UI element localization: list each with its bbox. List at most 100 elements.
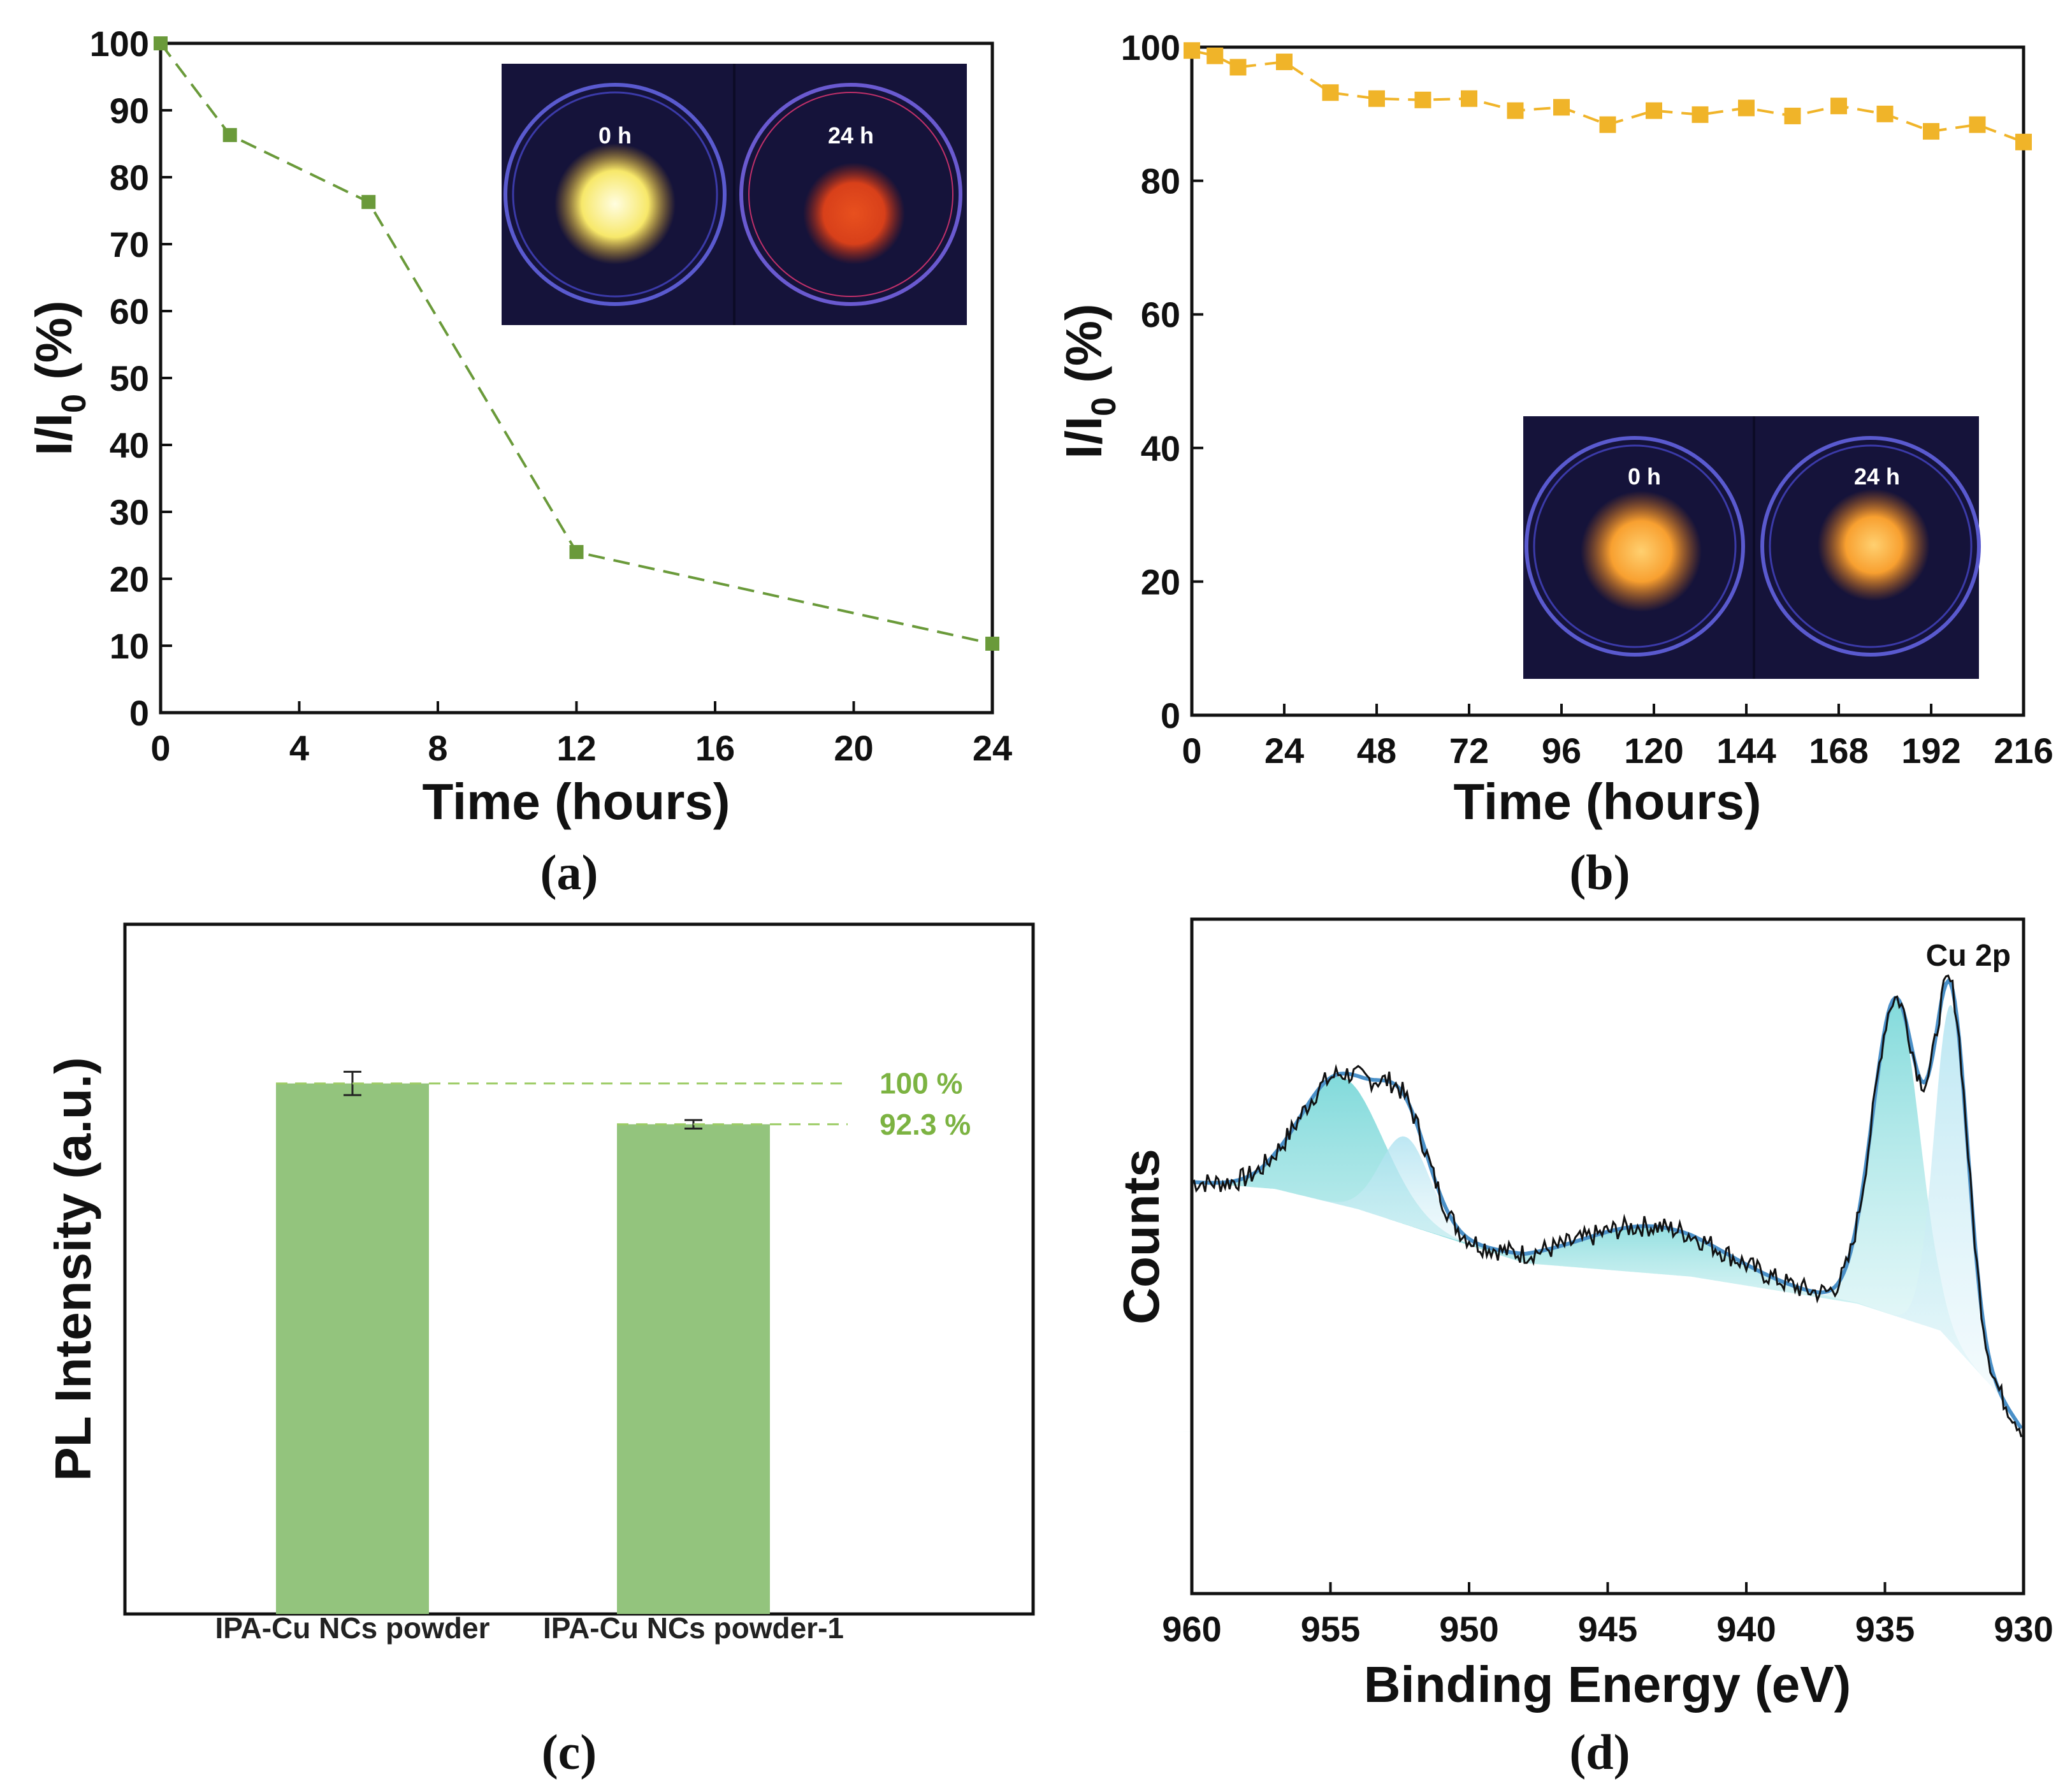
panel-label-a: (a) [540, 845, 598, 900]
series-b-point [1276, 54, 1293, 71]
x-tick-label: 96 [1542, 730, 1581, 771]
percent-annotation: 100 % [880, 1067, 962, 1100]
powder-glow [1581, 491, 1702, 612]
peak-component-fill [1885, 1005, 2018, 1424]
x-tick-label: 950 [1439, 1609, 1498, 1649]
panel-c: 100 % IPA-Cu NCs powder 92.3 % IPA-Cu NCs p… [45, 922, 1035, 1780]
series-b-point [1692, 106, 1709, 123]
peak-component-fill [1802, 999, 1990, 1386]
x-tick-label: 24 [1264, 730, 1304, 771]
bar [617, 1124, 770, 1614]
x-tick-label: 144 [1716, 730, 1776, 771]
x-tick-label: 12 [556, 728, 596, 768]
category-label: IPA-Cu NCs powder [215, 1611, 489, 1645]
raw-spectrum-line [1191, 974, 2022, 1437]
y-axis-label-d: Counts [1113, 1149, 1170, 1325]
x-tick-label: 48 [1357, 730, 1396, 771]
inset-photo-a: 0 h 24 h [502, 64, 967, 325]
x-tick-label: 955 [1301, 1609, 1360, 1649]
y-tick-label: 10 [110, 626, 149, 666]
series-b-point [1206, 47, 1224, 64]
axis-ticks-b: 0 24 48 72 96 120 144 168 192 216 0 20 40 60 80 100 [1121, 27, 2054, 771]
plot-frame-b [1190, 45, 2025, 717]
series-b-point [1229, 59, 1247, 76]
y-tick-label: 90 [110, 91, 149, 131]
series-b-point [1646, 102, 1662, 119]
powder-glow [803, 163, 905, 265]
x-tick-label: 945 [1578, 1609, 1637, 1649]
x-axis-label-d: Binding Energy (eV) [1364, 1656, 1851, 1713]
series-b-point [1414, 91, 1431, 108]
panel-b: 0 h 24 h 0 24 48 72 96 120 144 168 192 216 0 20 40 60… [1055, 27, 2054, 900]
series-a-point [985, 636, 999, 651]
y-tick-label: 20 [110, 559, 149, 599]
series-b-point [1784, 107, 1801, 124]
powder-glow [1818, 489, 1930, 601]
panel-label-d: (d) [1569, 1724, 1630, 1780]
powder-glow [554, 143, 676, 265]
y-tick-label: 100 [1121, 27, 1180, 68]
series-b-point [1599, 116, 1616, 133]
y-tick-label: 20 [1141, 562, 1180, 602]
y-axis-label-c: PL Intensity (a.u.) [45, 1057, 101, 1481]
x-tick-label: 72 [1449, 730, 1489, 771]
x-tick-label: 20 [834, 728, 873, 768]
y-axis-label-b: I/I0 (%) [1055, 303, 1123, 458]
y-tick-label: 80 [1141, 161, 1180, 201]
peak-component-fill [1305, 1136, 1505, 1257]
series-b-point [1830, 98, 1847, 115]
x-tick-label: 24 [973, 728, 1012, 768]
series-b-point [2015, 133, 2032, 150]
y-tick-label: 100 [90, 24, 149, 64]
petri-dish [504, 83, 727, 306]
x-tick-label: 168 [1809, 730, 1868, 771]
bar [276, 1083, 429, 1614]
petri-dish [1760, 436, 1981, 657]
inset-photo-b: 0 h 24 h [1523, 416, 1981, 679]
series-a [154, 36, 999, 651]
inset-label-0h: 0 h [598, 122, 632, 149]
panel-label-c: (c) [542, 1724, 597, 1780]
petri-dish [1525, 436, 1745, 657]
bars-c: 100 % IPA-Cu NCs powder 92.3 % IPA-Cu NCs p… [215, 1067, 971, 1645]
x-tick-label: 940 [1716, 1609, 1776, 1649]
series-a-point [154, 36, 168, 50]
x-tick-label: 120 [1624, 730, 1683, 771]
inset-label-0h: 0 h [1628, 463, 1661, 490]
x-tick-label: 935 [1855, 1609, 1915, 1649]
x-tick-label: 930 [1994, 1609, 2053, 1649]
x-tick-label: 0 [1182, 730, 1201, 771]
series-a-point [222, 127, 237, 142]
y-tick-label: 30 [110, 492, 149, 532]
y-tick-label: 40 [110, 425, 149, 465]
x-tick-label: 8 [428, 728, 447, 768]
peak-component-fill [1175, 1077, 1508, 1432]
x-tick-label: 192 [1901, 730, 1960, 771]
percent-annotation: 92.3 % [880, 1108, 971, 1141]
series-b-point [1322, 84, 1339, 101]
axis-ticks-a: 0 4 8 12 16 20 24 0 10 20 30 40 50 60 70 80 90 100 [90, 24, 1013, 768]
plot-frame-c [123, 922, 1035, 1616]
y-axis-label-a: I/I0 (%) [25, 300, 93, 455]
petri-dish [739, 83, 962, 306]
y-tick-label: 80 [110, 157, 149, 198]
category-label: IPA-Cu NCs powder-1 [543, 1611, 844, 1645]
axis-ticks-d: 960 955 950 945 940 935 930 [1162, 1582, 2054, 1649]
chart-title-d: Cu 2p [1926, 939, 2011, 973]
series-b-point [1184, 42, 1200, 59]
series-b-point [1507, 102, 1524, 119]
y-tick-label: 40 [1141, 428, 1180, 469]
peak-component-fill [1366, 1212, 1943, 1334]
panel-a: 0 h 24 h 0 4 8 12 16 20 24 0 10 20 30 40 50 60 70 80 90 1… [25, 24, 1012, 900]
series-b-point [1553, 99, 1570, 116]
y-tick-label: 60 [110, 291, 149, 331]
inset-label-24h: 24 h [1854, 463, 1900, 490]
x-tick-label: 0 [150, 728, 170, 768]
x-axis-label-a: Time (hours) [422, 773, 730, 830]
x-tick-label: 216 [1994, 730, 2053, 771]
y-tick-label: 0 [129, 693, 149, 733]
series-b-point [1923, 123, 1939, 140]
y-tick-label: 0 [1161, 695, 1180, 736]
peak-fills-d [1175, 999, 2018, 1432]
